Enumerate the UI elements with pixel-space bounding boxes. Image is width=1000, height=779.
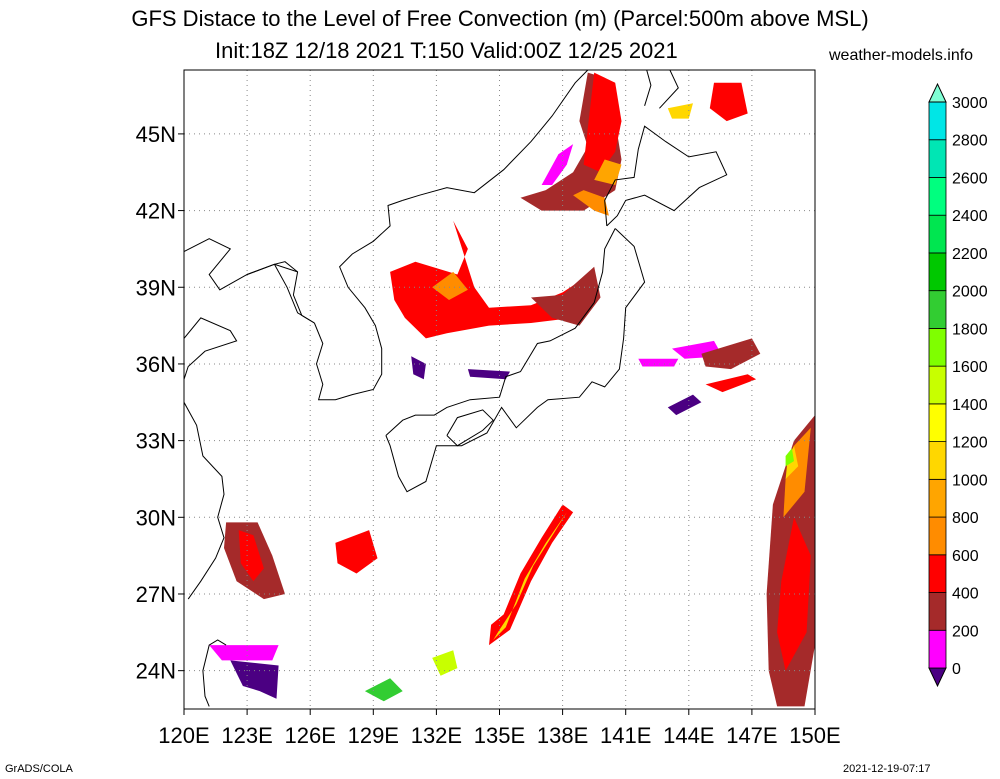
field-islands-green [364,678,403,702]
field-hokkaido-orange2 [594,159,622,185]
coastline-sakhalin [644,70,652,106]
lat-label: 42N [136,199,176,224]
colorbar-band [928,214,947,254]
field-sea-of-japan-red [390,220,590,339]
colorbar-label: 800 [952,510,979,527]
site-credit: weather-models.info [829,47,974,64]
colorbar-band [928,252,947,292]
colorbar-label: 1800 [952,321,988,338]
generated-timestamp: 2021-12-19-07:17 [843,763,931,775]
lat-label: 24N [136,659,176,684]
colorbar-label: 600 [952,548,979,565]
colorbar-label: 2200 [952,246,988,263]
lon-label: 147E [726,723,777,748]
lon-label: 138E [537,723,588,748]
colorbar-label: 2800 [952,133,988,150]
colorbar-label: 3000 [952,95,988,112]
coastline-japan-pacific [385,228,646,493]
lon-label: 123E [221,723,272,748]
chart-title: GFS Distace to the Level of Free Convect… [131,6,869,31]
colorbar-band [928,592,947,631]
coastline-yellow-sea-north [184,317,238,380]
field-islands-lime [432,650,458,676]
lat-label: 27N [136,582,176,607]
colorbar-band [928,554,947,593]
field-taiwan-purple [230,660,279,699]
coastline-shikoku [446,409,494,447]
lon-label: 132E [411,723,462,748]
coastline-russia-coast [402,70,589,201]
colorbar-band [928,629,947,669]
lon-label: 120E [158,723,209,748]
lon-label: 129E [348,723,399,748]
lon-label: 150E [789,723,840,748]
colorbar-max-triangle [928,82,947,103]
colorbar-band [928,478,947,518]
coastline-mainland-china [184,402,225,600]
lon-label: 126E [285,723,336,748]
field-east-china-sea-red [238,530,264,582]
coastline-hokkaido [604,125,728,227]
colorbar-band [928,139,947,178]
colorbar-min-triangle [928,667,947,688]
field-pacific-dashes-brown [701,338,761,370]
colorbar-band [928,365,947,405]
field-hokkaido-red [583,72,622,173]
colorbar-label: 1200 [952,435,988,452]
field-dongbu-purple [411,356,426,380]
colorbar-label: 1600 [952,359,988,376]
field-sea-of-japan-brown [531,266,601,326]
lon-label: 135E [474,723,525,748]
colorbar-band [928,516,947,556]
colorbar-band [928,290,947,329]
field-nw-pacific-red [709,82,748,122]
lat-label: 45N [136,122,176,147]
colorbar-band [928,177,947,216]
chart-subtitle: Init:18Z 12/18 2021 T:150 Valid:00Z 12/2… [215,38,678,63]
colorbar-label: 1000 [952,472,988,489]
coastline-china-coast [202,639,227,707]
lat-label: 39N [136,275,176,300]
colorbar-label: 2000 [952,284,988,301]
lat-label: 30N [136,505,176,530]
field-pacific-dashes-red [705,374,757,393]
field-east-coast-green [785,448,794,467]
lon-label: 141E [600,723,651,748]
field-honshu-east-magenta [638,358,679,367]
field-east-coast-red [777,517,811,671]
colorbar-label: 2400 [952,208,988,225]
colorbar-label: 400 [952,586,979,603]
field-taiwan-magenta [209,645,279,661]
colorbar-band [928,441,947,480]
coastline-korea [313,199,403,401]
lon-label: 144E [663,723,714,748]
field-hokkaido-magenta [541,144,574,185]
field-east-coast-orange [783,427,811,518]
software-credit: GrADS/COLA [5,763,73,775]
lat-label: 33N [136,429,176,454]
coastline-sakhalin-east [659,70,679,109]
field-pacific-dashes-purple [667,394,702,416]
colorbar-band [928,403,947,443]
coastline-korea-north-west [273,264,315,324]
colorbar-label: 2600 [952,170,988,187]
colorbar-label: 0 [952,661,961,678]
field-hokkaido-orange [573,190,609,216]
colorbar-label: 1400 [952,397,988,414]
field-okinawa-red [335,530,378,574]
field-kuroshio-chain-red [489,504,574,646]
field-korea-strait-purple [467,369,510,380]
field-nw-pacific-yellow [667,103,693,119]
coastline-japan-kyushu-honshu [385,228,616,436]
lat-label: 36N [136,352,176,377]
colorbar-band [928,327,947,367]
field-sea-of-japan-orange [432,271,468,300]
colorbar-band [928,101,947,141]
colorbar-label: 200 [952,623,979,640]
